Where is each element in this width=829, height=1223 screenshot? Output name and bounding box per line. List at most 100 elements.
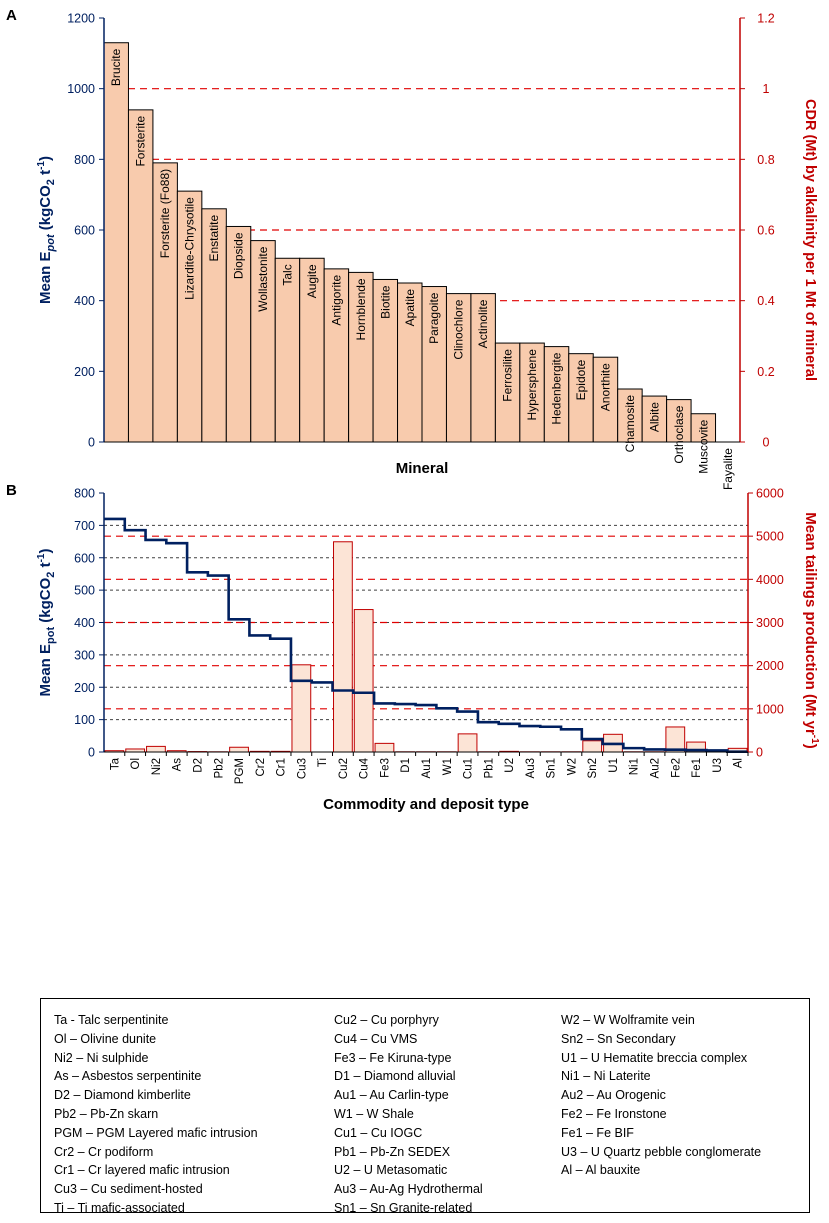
bar-a-6 <box>250 240 276 443</box>
x-tick-label-b-24: U1 <box>608 758 620 773</box>
tailings-bar-6 <box>229 746 249 753</box>
y-tick-label-b: 200 <box>74 681 95 695</box>
legend-item: Cr2 – Cr podiform <box>54 1144 154 1159</box>
legend-item: W2 – W Wolframite vein <box>561 1013 695 1027</box>
y-tick-label-a: 200 <box>74 365 95 379</box>
x-tick-label-b-2: Ni2 <box>151 758 163 775</box>
y-tick-label-b: 0 <box>88 746 95 760</box>
bar-a-2 <box>152 162 178 443</box>
y2-tick-label-a: 1 <box>763 82 770 96</box>
y2-tick-label-a: 0.6 <box>757 224 774 238</box>
bar-label-a-25: Fayalite <box>721 448 735 490</box>
bar-a-0 <box>103 42 129 443</box>
y-tick-label-a: 1000 <box>67 82 95 96</box>
y-tick-label-a: 0 <box>88 436 95 450</box>
legend-column-3: W2 – W Wolframite vein Sn2 – Sn Secondary… <box>561 1011 761 1180</box>
x-tick-label-b-16: W1 <box>442 758 454 775</box>
x-tick-label-b-18: Pb1 <box>483 758 495 778</box>
y-tick-label-b: 100 <box>74 713 95 727</box>
x-tick-label-b-26: Au2 <box>650 758 662 778</box>
bar-label-a-8: Augite <box>305 264 319 298</box>
y-tick-label-b: 800 <box>74 487 95 501</box>
x-tick-label-b-17: Cu1 <box>463 758 475 779</box>
bar-label-a-0: Brucite <box>109 48 123 86</box>
bar-label-a-23: Orthoclase <box>672 405 686 463</box>
legend-item: Ti – Ti mafic-associated <box>54 1200 185 1215</box>
bar-label-a-15: Actinolite <box>476 299 490 348</box>
bar-a-14 <box>445 293 472 443</box>
y-tick-label-b: 700 <box>74 519 95 533</box>
x-tick-label-b-28: Fe1 <box>691 758 703 778</box>
x-tick-label-b-7: Cr2 <box>255 758 267 777</box>
bar-label-a-12: Apatite <box>403 289 417 327</box>
tailings-bar-17 <box>457 733 478 753</box>
bar-label-a-16: Ferrosilite <box>501 349 515 402</box>
y-tick-label-a: 400 <box>74 294 95 308</box>
legend-item: Cu2 – Cu porphyry <box>334 1013 439 1027</box>
y2-tick-label-b: 1000 <box>756 702 784 716</box>
bar-label-a-14: Clinochlore <box>452 299 466 359</box>
y2-axis-title-a: CDR (Mt) by alkalinity per 1 Mt of miner… <box>802 99 818 381</box>
y2-tick-label-a: 0.2 <box>757 365 774 379</box>
legend-item: Ni1 – Ni Laterite <box>561 1069 651 1084</box>
bar-a-24 <box>690 413 717 443</box>
y2-tick-label-b: 4000 <box>756 573 784 587</box>
legend-item: As – Asbestos serpentinite <box>54 1069 202 1084</box>
epot-step-line <box>104 517 748 753</box>
legend-item: Cu1 – Cu IOGC <box>334 1125 423 1140</box>
legend-item: D1 – Diamond alluvial <box>334 1069 456 1084</box>
bar-a-15 <box>470 293 496 443</box>
legend-item: U2 – U Metasomatic <box>334 1163 448 1178</box>
x-tick-label-b-0: Ta <box>109 757 121 770</box>
y2-tick-label-b: 5000 <box>756 530 784 544</box>
legend-item: Cr1 – Cr layered mafic intrusion <box>54 1163 230 1178</box>
legend-item: D2 – Diamond kimberlite <box>54 1088 191 1103</box>
abbreviation-legend: Ta - Talc serpentinite Ol – Olivine dunit… <box>40 998 810 1215</box>
legend-column-1: Ta - Talc serpentinite Ol – Olivine dunit… <box>54 1011 258 1218</box>
tailings-bar-9 <box>291 664 312 753</box>
y2-tick-label-b: 3000 <box>756 616 784 630</box>
y2-tick-label-b: 6000 <box>756 487 784 501</box>
x-tick-label-b-25: Ni1 <box>629 758 641 775</box>
bar-label-a-13: Paragoite <box>427 292 441 344</box>
bar-label-a-11: Biotite <box>378 285 392 319</box>
bar-label-a-20: Anorthite <box>598 363 612 411</box>
bar-a-19 <box>568 353 594 443</box>
x-tick-label-b-21: Sn1 <box>546 758 558 778</box>
y-tick-label-b: 500 <box>74 584 95 598</box>
x-tick-label-b-29: U3 <box>712 758 724 773</box>
bar-label-a-6: Wollastonite <box>256 246 270 311</box>
legend-item: Al – Al bauxite <box>561 1163 641 1178</box>
legend-item: Sn1 – Sn Granite-related <box>334 1200 473 1215</box>
legend-item: Fe2 – Fe Ironstone <box>561 1106 667 1121</box>
x-tick-label-b-12: Cu4 <box>359 757 371 779</box>
y-axis-title-b: Mean Epot (kgCO2 t-1) <box>36 549 57 697</box>
legend-item: Cu3 – Cu sediment-hosted <box>54 1182 203 1197</box>
bar-label-a-3: Lizardite-Chrysotile <box>183 197 197 300</box>
x-tick-label-b-8: Cr1 <box>276 758 288 777</box>
legend-item: U1 – U Hematite breccia complex <box>561 1050 748 1065</box>
legend-item: PGM – PGM Layered mafic intrusion <box>54 1125 258 1140</box>
bar-label-a-17: Hypersphene <box>525 349 539 421</box>
legend-item: Au3 – Au-Ag Hydrothermal <box>334 1182 483 1197</box>
y-tick-label-a: 1200 <box>67 12 95 26</box>
legend-item: Ta - Talc serpentinite <box>54 1013 169 1027</box>
legend-item: Au1 – Au Carlin-type <box>334 1088 449 1103</box>
y2-tick-label-b: 2000 <box>756 659 784 673</box>
y-tick-label-b: 300 <box>74 648 95 662</box>
tailings-bar-12 <box>353 609 374 753</box>
bar-label-a-7: Talc <box>280 264 294 285</box>
x-tick-label-b-15: Au1 <box>421 758 433 778</box>
bar-a-9 <box>323 268 350 443</box>
y2-tick-label-a: 1.2 <box>757 12 774 26</box>
y2-tick-label-a: 0.8 <box>757 153 774 167</box>
tailings-bar-27 <box>665 726 686 753</box>
y2-tick-label-a: 0 <box>763 436 770 450</box>
x-tick-label-b-20: Au3 <box>525 758 537 778</box>
x-tick-label-b-4: D2 <box>192 758 204 773</box>
legend-item: Fe1 – Fe BIF <box>561 1125 634 1140</box>
bar-a-20 <box>592 356 619 443</box>
bar-a-10 <box>348 271 374 443</box>
legend-column-2: Cu2 – Cu porphyry Cu4 – Cu VMS Fe3 – Fe Ki… <box>334 1011 483 1218</box>
